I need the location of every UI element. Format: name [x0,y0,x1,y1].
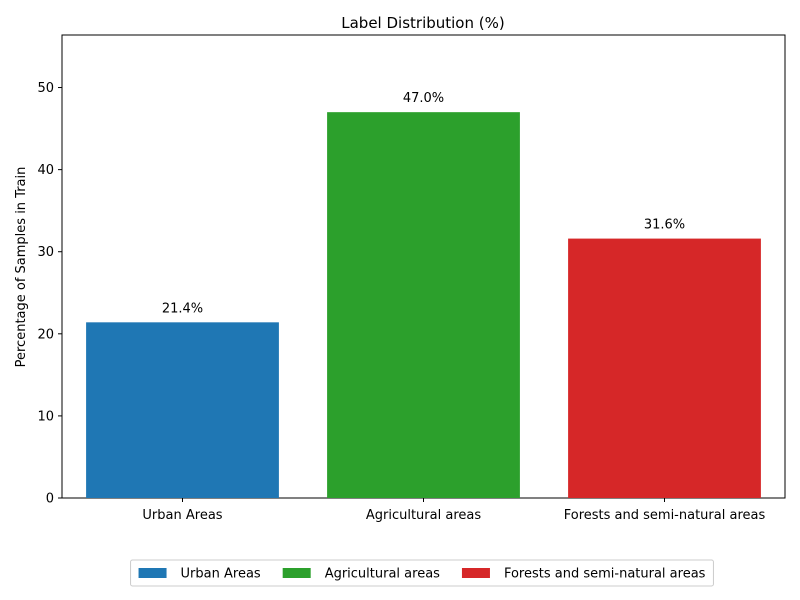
y-tick-label: 50 [37,81,54,96]
y-axis-title: Percentage of Samples in Train [14,167,29,368]
legend-label: Agricultural areas [325,567,440,582]
x-tick-label: Forests and semi-natural areas [564,508,766,523]
legend-swatch [282,568,311,578]
data-label: 21.4% [162,301,203,316]
legend-label: Urban Areas [181,567,261,582]
y-tick-label: 10 [37,409,54,424]
data-label: 31.6% [644,218,685,233]
bar-2 [327,112,520,499]
chart-title: Label Distribution (%) [341,14,504,32]
x-tick-label: Urban Areas [142,508,222,523]
bar-1 [86,322,279,498]
y-tick-label: 0 [46,492,54,507]
data-label: 47.0% [403,91,444,106]
y-tick-label: 40 [37,163,54,178]
legend-box [130,559,714,587]
plot-area: 0 10 20 30 40 50 21.4% Urban Areas 47.0% Agricult… [37,34,786,523]
legend-swatch [138,568,167,578]
legend-label: Forests and semi-natural areas [504,567,706,582]
y-tick-label: 20 [37,327,54,342]
legend-swatch [461,568,490,578]
x-tick-label: Agricultural areas [366,508,481,523]
legend: Urban Areas Agricultural areas Forests and… [130,559,714,587]
y-tick-label: 30 [37,245,54,260]
bar-3 [568,238,761,498]
